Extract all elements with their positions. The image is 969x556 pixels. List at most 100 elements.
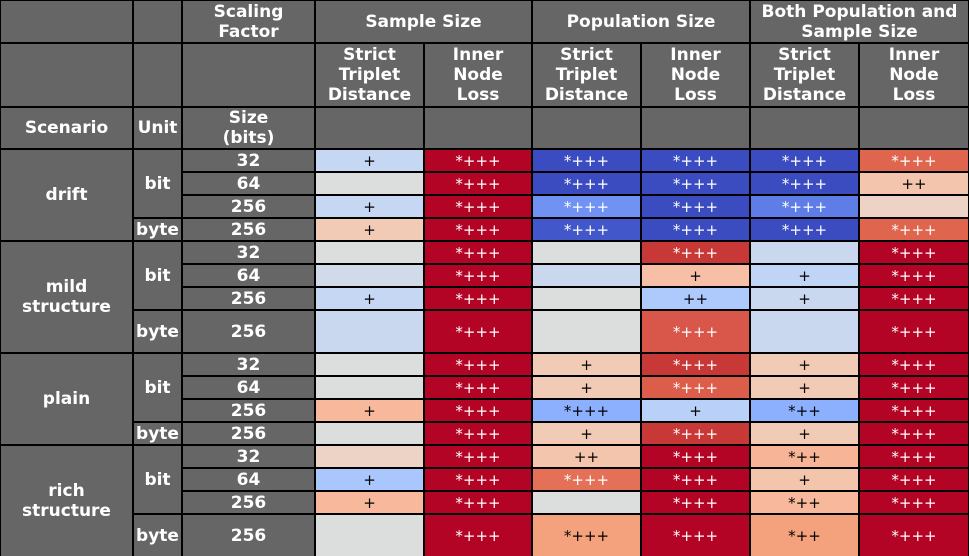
size-cell: 256 bbox=[183, 311, 314, 352]
unit-cell-bit: bit bbox=[134, 150, 181, 217]
data-cell-drift-bit-32-c6: *+++ bbox=[860, 150, 968, 171]
data-cell-rich-structure-bit-32-c3: ++ bbox=[533, 446, 640, 467]
header-scaling-factor: Scaling Factor bbox=[183, 1, 314, 42]
header-blank bbox=[533, 108, 640, 148]
header-blank bbox=[860, 108, 968, 148]
header-both-inner-node-loss: Inner Node Loss bbox=[860, 44, 968, 106]
data-cell-mild-structure-bit-256-c2: *+++ bbox=[425, 288, 531, 309]
size-cell: 256 bbox=[183, 423, 314, 444]
data-cell-mild-structure-bit-32-c1 bbox=[316, 242, 423, 263]
data-cell-plain-bit-256-c4: + bbox=[642, 400, 749, 421]
data-cell-rich-structure-bit-32-c6: *+++ bbox=[860, 446, 968, 467]
size-cell: 64 bbox=[183, 173, 314, 194]
header-blank-scenario bbox=[1, 1, 132, 42]
data-cell-drift-bit-64-c1 bbox=[316, 173, 423, 194]
data-cell-plain-bit-256-c2: *+++ bbox=[425, 400, 531, 421]
scenario-cell-rich-structure: rich structure bbox=[1, 446, 132, 556]
size-cell: 256 bbox=[183, 219, 314, 240]
data-cell-drift-bit-64-c5: *+++ bbox=[751, 173, 858, 194]
data-cell-plain-bit-256-c5: *++ bbox=[751, 400, 858, 421]
data-cell-drift-bit-256-c5: *+++ bbox=[751, 196, 858, 217]
unit-cell-byte: byte bbox=[134, 515, 181, 556]
data-cell-rich-structure-bit-256-c4: *+++ bbox=[642, 492, 749, 513]
data-cell-plain-byte-256-c6: *+++ bbox=[860, 423, 968, 444]
data-cell-rich-structure-byte-256-c6: *+++ bbox=[860, 515, 968, 556]
data-cell-mild-structure-bit-32-c5 bbox=[751, 242, 858, 263]
header-population-strict-triplet-distance: Strict Triplet Distance bbox=[533, 44, 640, 106]
size-cell: 32 bbox=[183, 354, 314, 375]
header-blank bbox=[642, 108, 749, 148]
header-size-bits: Size (bits) bbox=[183, 108, 314, 148]
data-cell-mild-structure-bit-32-c3 bbox=[533, 242, 640, 263]
data-cell-drift-bit-64-c6: ++ bbox=[860, 173, 968, 194]
data-cell-rich-structure-byte-256-c1 bbox=[316, 515, 423, 556]
data-cell-rich-structure-bit-64-c3: *+++ bbox=[533, 469, 640, 490]
data-cell-mild-structure-bit-256-c1: + bbox=[316, 288, 423, 309]
size-cell: 64 bbox=[183, 469, 314, 490]
scenario-cell-drift: drift bbox=[1, 150, 132, 240]
header-sample-inner-node-loss: Inner Node Loss bbox=[425, 44, 531, 106]
header-population-size: Population Size bbox=[533, 1, 749, 42]
size-cell: 32 bbox=[183, 446, 314, 467]
unit-cell-bit: bit bbox=[134, 354, 181, 421]
data-cell-plain-bit-64-c4: *+++ bbox=[642, 377, 749, 398]
data-cell-plain-bit-32-c2: *+++ bbox=[425, 354, 531, 375]
data-cell-rich-structure-bit-64-c1: + bbox=[316, 469, 423, 490]
data-cell-drift-bit-256-c6 bbox=[860, 196, 968, 217]
data-cell-rich-structure-bit-256-c3 bbox=[533, 492, 640, 513]
data-cell-plain-bit-64-c1 bbox=[316, 377, 423, 398]
data-cell-drift-byte-256-c4: *+++ bbox=[642, 219, 749, 240]
header-sample-strict-triplet-distance: Strict Triplet Distance bbox=[316, 44, 423, 106]
data-cell-rich-structure-bit-32-c5: *++ bbox=[751, 446, 858, 467]
data-cell-rich-structure-byte-256-c3: *+++ bbox=[533, 515, 640, 556]
data-cell-rich-structure-byte-256-c2: *+++ bbox=[425, 515, 531, 556]
data-cell-rich-structure-bit-32-c1 bbox=[316, 446, 423, 467]
data-cell-plain-bit-64-c2: *+++ bbox=[425, 377, 531, 398]
data-cell-rich-structure-byte-256-c4: *+++ bbox=[642, 515, 749, 556]
data-cell-drift-byte-256-c1: + bbox=[316, 219, 423, 240]
data-cell-mild-structure-byte-256-c2: *+++ bbox=[425, 311, 531, 352]
header-sample-size: Sample Size bbox=[316, 1, 531, 42]
data-cell-plain-bit-32-c4: *+++ bbox=[642, 354, 749, 375]
size-cell: 32 bbox=[183, 150, 314, 171]
data-cell-mild-structure-bit-64-c6: *+++ bbox=[860, 265, 968, 286]
data-cell-mild-structure-bit-64-c3 bbox=[533, 265, 640, 286]
header-blank bbox=[425, 108, 531, 148]
data-cell-mild-structure-byte-256-c4: *+++ bbox=[642, 311, 749, 352]
data-cell-plain-bit-256-c1: + bbox=[316, 400, 423, 421]
data-cell-mild-structure-bit-64-c5: + bbox=[751, 265, 858, 286]
data-cell-rich-structure-bit-64-c4: *+++ bbox=[642, 469, 749, 490]
size-cell: 64 bbox=[183, 265, 314, 286]
data-cell-mild-structure-byte-256-c6: *+++ bbox=[860, 311, 968, 352]
data-cell-drift-bit-32-c5: *+++ bbox=[751, 150, 858, 171]
data-cell-drift-bit-32-c1: + bbox=[316, 150, 423, 171]
data-cell-mild-structure-bit-256-c5: + bbox=[751, 288, 858, 309]
header-blank bbox=[1, 44, 132, 106]
data-cell-rich-structure-bit-256-c2: *+++ bbox=[425, 492, 531, 513]
data-cell-plain-byte-256-c4: *+++ bbox=[642, 423, 749, 444]
data-cell-mild-structure-bit-32-c6: *+++ bbox=[860, 242, 968, 263]
header-blank-unit bbox=[134, 1, 181, 42]
data-cell-drift-byte-256-c5: *+++ bbox=[751, 219, 858, 240]
data-cell-drift-byte-256-c6: *+++ bbox=[860, 219, 968, 240]
unit-cell-byte: byte bbox=[134, 423, 181, 444]
size-cell: 64 bbox=[183, 377, 314, 398]
data-cell-plain-byte-256-c3: + bbox=[533, 423, 640, 444]
size-cell: 256 bbox=[183, 288, 314, 309]
data-cell-drift-bit-256-c2: *+++ bbox=[425, 196, 531, 217]
data-cell-drift-byte-256-c2: *+++ bbox=[425, 219, 531, 240]
data-cell-plain-bit-32-c3: + bbox=[533, 354, 640, 375]
data-cell-drift-bit-64-c3: *+++ bbox=[533, 173, 640, 194]
header-blank bbox=[316, 108, 423, 148]
data-cell-mild-structure-bit-64-c1 bbox=[316, 265, 423, 286]
size-cell: 32 bbox=[183, 242, 314, 263]
unit-cell-byte: byte bbox=[134, 219, 181, 240]
data-cell-rich-structure-bit-256-c1: + bbox=[316, 492, 423, 513]
data-cell-plain-bit-32-c6: *+++ bbox=[860, 354, 968, 375]
data-cell-plain-bit-64-c3: + bbox=[533, 377, 640, 398]
size-cell: 256 bbox=[183, 492, 314, 513]
data-cell-rich-structure-bit-64-c2: *+++ bbox=[425, 469, 531, 490]
data-cell-rich-structure-bit-64-c6: *+++ bbox=[860, 469, 968, 490]
data-cell-mild-structure-byte-256-c3 bbox=[533, 311, 640, 352]
